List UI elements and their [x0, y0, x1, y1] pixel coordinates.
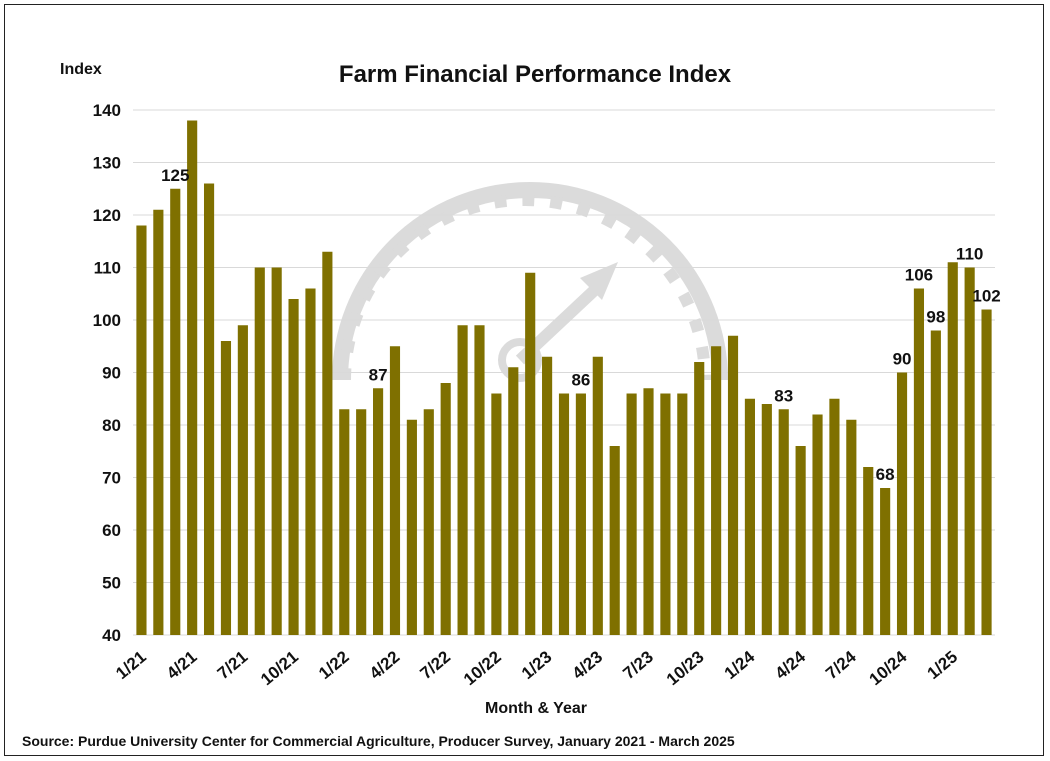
bar-5/21 [203, 183, 215, 635]
bar-6/23 [626, 393, 637, 635]
bar-4/22 [389, 346, 401, 635]
data-label: 83 [774, 386, 793, 405]
x-tick-label: 7/22 [417, 647, 455, 683]
x-tick-label: 10/24 [866, 647, 911, 689]
x-tick-label: 1/21 [112, 647, 150, 683]
x-tick-label: 10/21 [257, 647, 302, 689]
x-tick-label: 10/23 [663, 647, 708, 689]
y-tick-label: 130 [93, 154, 121, 173]
bar-5/23 [609, 446, 620, 635]
x-tick-label: 7/21 [214, 647, 252, 683]
data-label: 125 [161, 166, 189, 185]
bar-10/23 [694, 362, 705, 635]
bar-6/21 [220, 341, 232, 635]
bar-3/25 [981, 309, 992, 635]
x-tick-label: 4/24 [771, 647, 809, 683]
data-label: 86 [571, 371, 590, 390]
x-tick-label: 4/23 [569, 647, 607, 683]
y-tick-label: 90 [102, 364, 121, 383]
data-label: 106 [905, 266, 933, 285]
bar-5/22 [406, 419, 417, 635]
bar-8/24 [863, 467, 874, 635]
data-label: 87 [369, 365, 388, 384]
source-note: Source: Purdue University Center for Com… [22, 733, 735, 749]
y-tick-label: 70 [102, 469, 121, 488]
data-label: 98 [926, 308, 945, 327]
x-tick-label: 10/22 [460, 647, 505, 689]
bar-1/21 [136, 225, 147, 635]
y-tick-label: 80 [102, 416, 121, 435]
bar-12/21 [322, 251, 333, 635]
bar-7/23 [643, 388, 654, 635]
y-tick-label: 50 [102, 574, 121, 593]
data-label: 110 [956, 245, 983, 264]
bar-2/24 [761, 404, 772, 635]
bar-9/23 [677, 393, 688, 635]
data-label: 90 [893, 350, 912, 369]
y-tick-label: 110 [94, 259, 121, 278]
barometer-watermark [332, 182, 728, 382]
bar-3/22 [373, 388, 384, 635]
bar-4/21 [187, 120, 198, 635]
bar-12/24 [930, 330, 941, 635]
x-tick-label: 7/24 [822, 647, 860, 683]
y-tick-label: 140 [93, 101, 121, 120]
bar-2/21 [153, 209, 164, 635]
bar-3/21 [170, 188, 181, 635]
bar-2/22 [356, 409, 367, 635]
y-tick-label: 60 [102, 521, 121, 540]
bar-7/24 [846, 419, 857, 635]
data-label: 102 [972, 287, 1000, 306]
bar-11/22 [508, 367, 519, 635]
data-label: 68 [876, 465, 895, 484]
y-tick-label: 100 [93, 311, 121, 330]
bar-10/24 [896, 372, 908, 635]
bar-11/21 [305, 288, 316, 635]
x-axis-label: Month & Year [485, 700, 587, 717]
bar-12/23 [727, 335, 739, 635]
bar-10/21 [288, 299, 299, 635]
bar-2/23 [558, 393, 570, 635]
bar-3/24 [778, 409, 789, 635]
x-tick-label: 4/22 [366, 647, 404, 683]
bar-1/24 [744, 398, 755, 635]
bar-4/24 [795, 446, 806, 635]
x-tick-label: 1/22 [315, 647, 353, 683]
bar-1/22 [339, 409, 350, 635]
bar-9/21 [271, 267, 282, 635]
bar-11/24 [913, 288, 925, 635]
bar-9/22 [474, 325, 485, 635]
y-tick-label: 40 [102, 626, 121, 645]
bar-8/21 [254, 267, 265, 635]
bar-9/24 [880, 488, 891, 635]
chart-title: Farm Financial Performance Index [339, 61, 732, 88]
bar-7/21 [237, 325, 248, 635]
bar-6/24 [829, 398, 840, 635]
bar-2/25 [964, 267, 975, 635]
x-tick-label: 4/21 [163, 647, 201, 683]
bar-10/22 [491, 393, 502, 635]
bar-6/22 [423, 409, 434, 635]
y-axis-label: Index [60, 61, 102, 78]
bar-11/23 [711, 346, 722, 635]
bar-3/23 [575, 393, 586, 635]
bar-5/24 [812, 414, 823, 635]
bar-8/22 [457, 325, 468, 635]
bar-1/23 [542, 356, 553, 635]
x-tick-label: 1/24 [721, 647, 759, 683]
x-tick-label: 1/23 [518, 647, 556, 683]
bar-7/22 [440, 383, 451, 635]
y-tick-label: 120 [93, 206, 121, 225]
bar-1/25 [947, 262, 958, 635]
bar-8/23 [660, 393, 671, 635]
x-tick-label: 7/23 [619, 647, 657, 683]
bar-4/23 [592, 356, 603, 635]
chart-frame [4, 4, 1044, 756]
bar-12/22 [525, 272, 536, 635]
x-tick-label: 1/25 [924, 647, 962, 683]
